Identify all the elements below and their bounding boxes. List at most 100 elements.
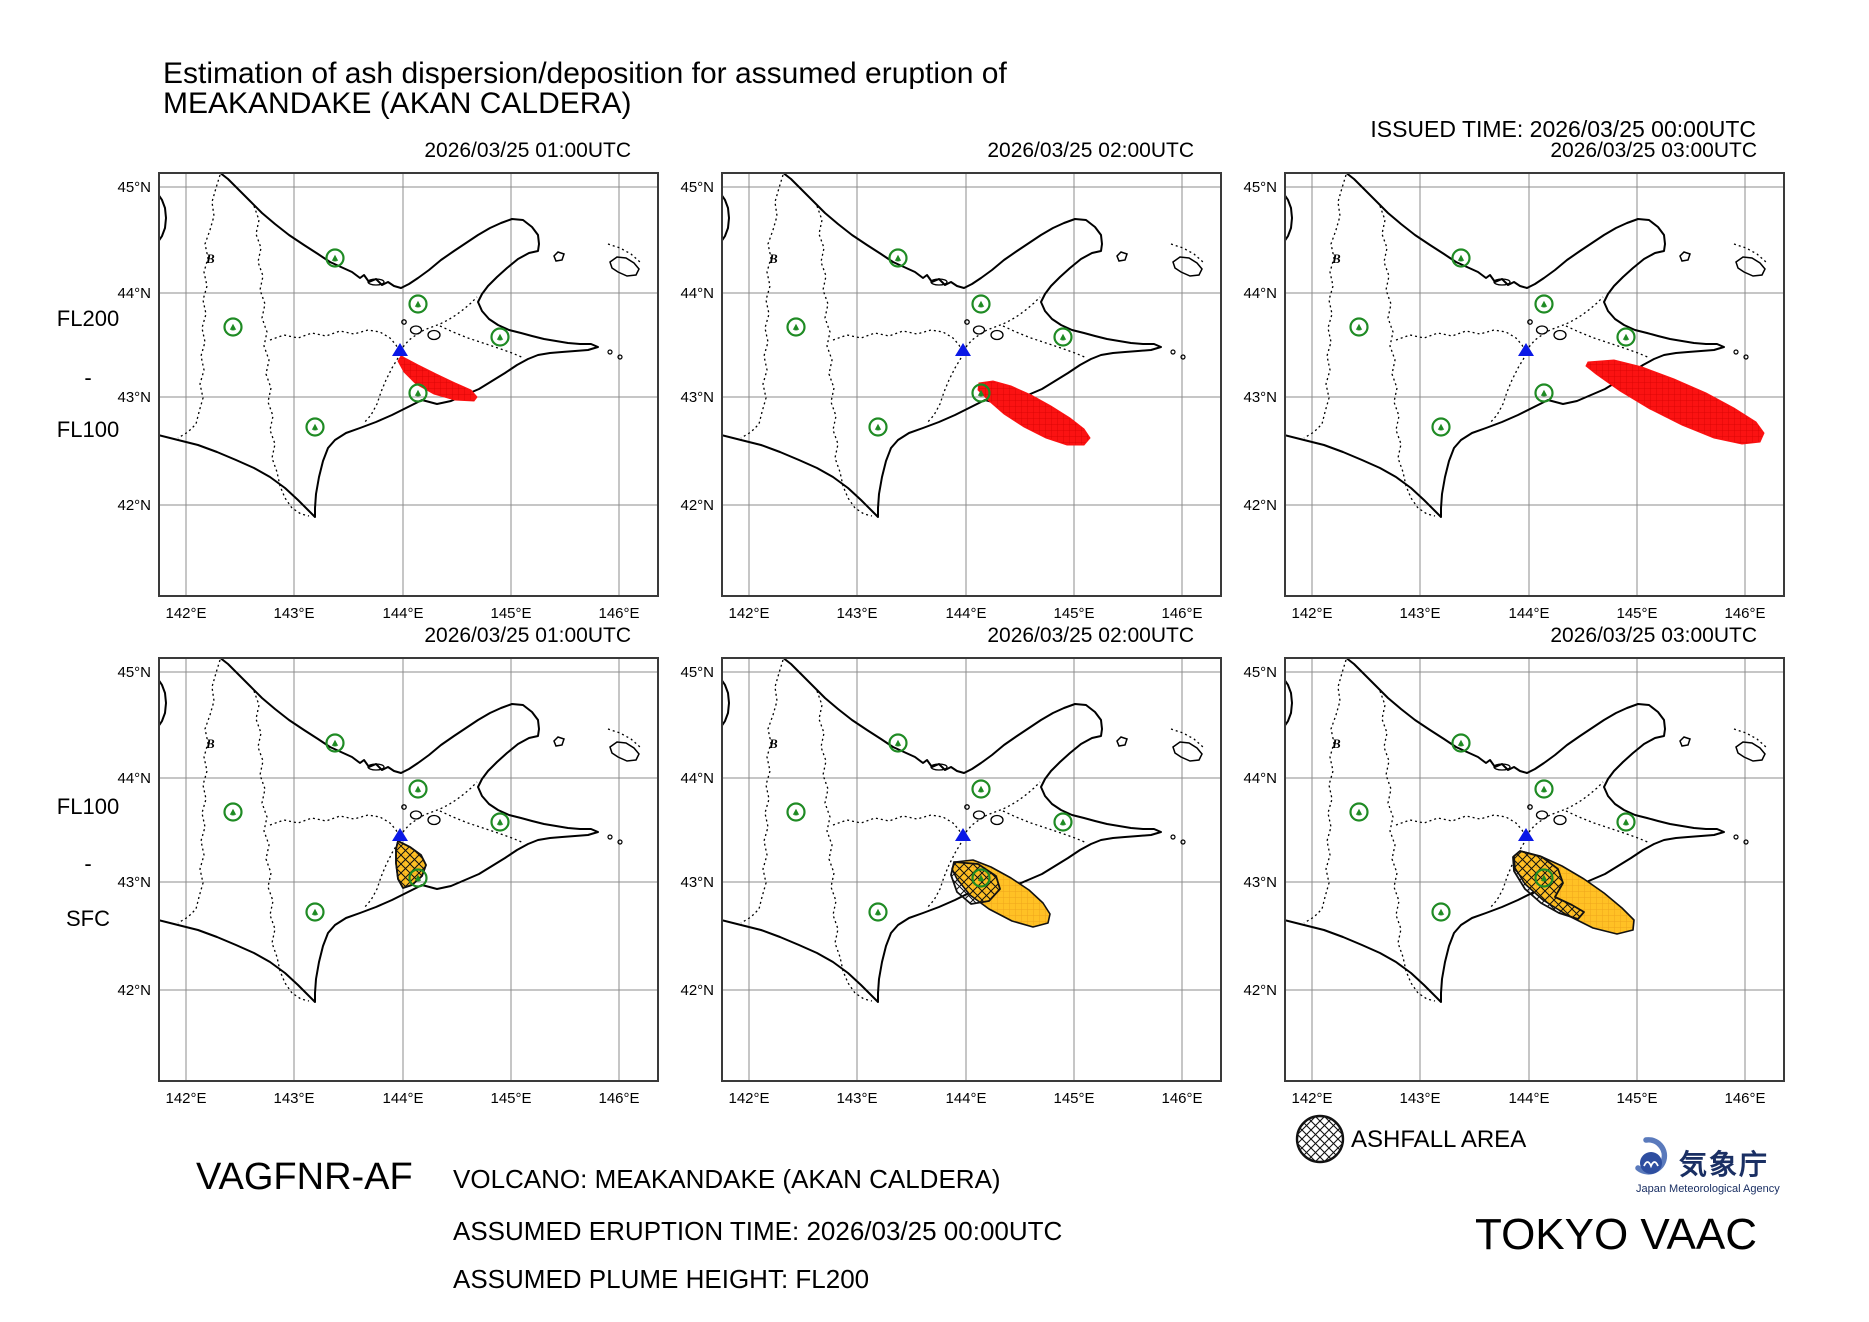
islet (607, 349, 613, 355)
layer-label-row1-bottom: FL100 (56, 417, 120, 442)
island-outline (1172, 741, 1203, 762)
volcano-station-icon (1053, 327, 1073, 347)
lon-tick-label: 145°E (490, 1090, 532, 1107)
islet (617, 354, 623, 360)
coastline (158, 172, 599, 518)
ash-cloud-area (977, 380, 1091, 446)
lon-tick-label: 145°E (1616, 605, 1658, 622)
lat-tick-label: 44°N (680, 285, 714, 302)
map-frame (1284, 172, 1785, 597)
boundary-dotted (832, 329, 963, 352)
land-label: B (768, 736, 778, 751)
panel-valid-time: 2026/03/25 01:00UTC (424, 624, 631, 647)
volcano-station-icon (1534, 868, 1554, 888)
boundary-dotted (1303, 659, 1347, 924)
volcano-station-icon (1451, 248, 1471, 268)
lon-tick-label: 144°E (945, 1090, 987, 1107)
boundary-dotted (253, 205, 310, 517)
graticule (1284, 172, 1785, 597)
land-label: B (768, 251, 778, 266)
volcano-station-icon (408, 779, 428, 799)
volcano-station-icon (888, 248, 908, 268)
lat-tick-label: 45°N (680, 664, 714, 681)
boundary-dotted (1395, 814, 1526, 837)
volcano-station-icon (223, 317, 243, 337)
lon-tick-label: 144°E (1508, 1090, 1550, 1107)
lake-outline (1527, 319, 1533, 325)
lat-tick-label: 44°N (117, 285, 151, 302)
ash-cloud-area (397, 355, 478, 402)
boundary-dotted (832, 814, 963, 837)
panel-valid-time: 2026/03/25 03:00UTC (1550, 139, 1757, 162)
volcano-station-icon (868, 417, 888, 437)
volcano-station-icon (1616, 327, 1636, 347)
island-outline (553, 736, 565, 747)
lat-tick-label: 43°N (1243, 874, 1277, 891)
boundary-dotted (740, 174, 784, 439)
volcano-station-icon (971, 868, 991, 888)
boundary-dotted (1002, 325, 1088, 359)
map-panel-dispersion-0300: B (1284, 172, 1785, 597)
lon-tick-label: 146°E (1161, 605, 1203, 622)
lat-tick-label: 43°N (680, 874, 714, 891)
map-panel-dispersion-0200: B (721, 172, 1222, 597)
jma-logo-icon (1635, 1137, 1668, 1175)
lon-tick-label: 143°E (273, 605, 315, 622)
hokkaido-basemap: B (1284, 657, 1767, 1003)
islet (1743, 839, 1749, 845)
lat-tick-label: 45°N (117, 664, 151, 681)
volcano-station-icon (786, 802, 806, 822)
lat-tick-label: 42°N (1243, 982, 1277, 999)
lat-tick-label: 43°N (117, 874, 151, 891)
ashfall-area-legend-swatch (1295, 1114, 1345, 1164)
map-canvas: B (721, 657, 1222, 1082)
coastline (721, 657, 1162, 1003)
lake-outline (401, 804, 407, 810)
lat-tick-label: 44°N (1243, 770, 1277, 787)
lake-outline (409, 325, 423, 335)
lon-tick-label: 146°E (1724, 1090, 1766, 1107)
lake-outline (401, 319, 407, 325)
lake-outline (1553, 329, 1567, 341)
boundary-dotted (607, 728, 641, 748)
volcano-station-icon (888, 733, 908, 753)
map-canvas: B (158, 657, 659, 1082)
boundary-dotted (1379, 690, 1436, 1002)
boundary-dotted (439, 810, 525, 844)
lon-tick-label: 143°E (273, 1090, 315, 1107)
volcano-station-icon (971, 383, 991, 403)
footer-plume-line: ASSUMED PLUME HEIGHT: FL200 (453, 1264, 870, 1294)
boundary-dotted (402, 781, 478, 833)
lake-outline (1535, 810, 1549, 820)
lon-tick-label: 145°E (490, 605, 532, 622)
islet (1733, 349, 1739, 355)
island-outline (1172, 256, 1203, 277)
islet (1733, 834, 1739, 840)
island-outline (1735, 741, 1766, 762)
graticule (721, 172, 1222, 597)
lat-tick-label: 43°N (1243, 389, 1277, 406)
boundary-dotted (177, 659, 221, 924)
lat-tick-label: 43°N (680, 389, 714, 406)
boundary-dotted (816, 205, 873, 517)
lon-tick-label: 144°E (382, 1090, 424, 1107)
boundary-dotted (816, 690, 873, 1002)
island-outline (1735, 256, 1766, 277)
volcano-station-icon (971, 779, 991, 799)
volcano-station-icon (223, 802, 243, 822)
lon-tick-label: 142°E (165, 1090, 207, 1107)
coastline-west (721, 193, 731, 243)
map-frame (721, 172, 1222, 597)
footer-volcano-line: VOLCANO: MEAKANDAKE (AKAN CALDERA) (453, 1164, 1001, 1194)
lake-outline (1493, 278, 1511, 286)
boundary-dotted (926, 357, 962, 424)
islet (1170, 834, 1176, 840)
islet (1170, 349, 1176, 355)
boundary-dotted (1528, 781, 1604, 833)
boundary-dotted (926, 842, 962, 909)
boundary-dotted (1565, 810, 1651, 844)
lon-tick-label: 146°E (1724, 605, 1766, 622)
boundary-dotted (1303, 174, 1347, 439)
lon-tick-label: 144°E (945, 605, 987, 622)
volcano-station-icon (325, 248, 345, 268)
